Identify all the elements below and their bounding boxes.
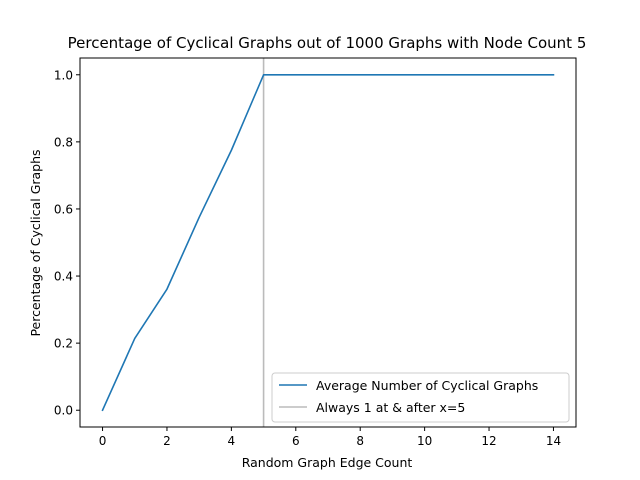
x-tick-label: 8 [356,434,364,448]
legend-label-series: Average Number of Cyclical Graphs [316,378,538,393]
x-axis: 0 2 4 6 8 10 12 14 [99,427,561,448]
x-tick-label: 2 [163,434,171,448]
legend-label-reference: Always 1 at & after x=5 [316,400,465,415]
chart-title: Percentage of Cyclical Graphs out of 100… [68,34,587,52]
x-tick-label: 0 [99,434,107,448]
y-tick-label: 0.2 [54,337,73,351]
y-tick-label: 0.4 [54,270,73,284]
y-tick-label: 0.6 [54,202,73,216]
x-tick-label: 4 [228,434,236,448]
y-tick-label: 1.0 [54,68,73,82]
x-tick-label: 12 [481,434,496,448]
legend-frame [271,372,570,423]
y-tick-label: 0.8 [54,135,73,149]
y-axis: 0.0 0.2 0.4 0.6 0.8 1.0 [54,68,80,418]
x-tick-label: 14 [546,434,561,448]
y-axis-title: Percentage of Cyclical Graphs [28,149,43,336]
x-tick-label: 10 [417,434,432,448]
legend: Average Number of Cyclical Graphs Always… [271,372,570,423]
x-axis-title: Random Graph Edge Count [242,455,413,470]
plot-area [79,57,577,428]
x-tick-label: 6 [292,434,300,448]
y-tick-label: 0.0 [54,404,73,418]
axes-frame [79,57,577,428]
